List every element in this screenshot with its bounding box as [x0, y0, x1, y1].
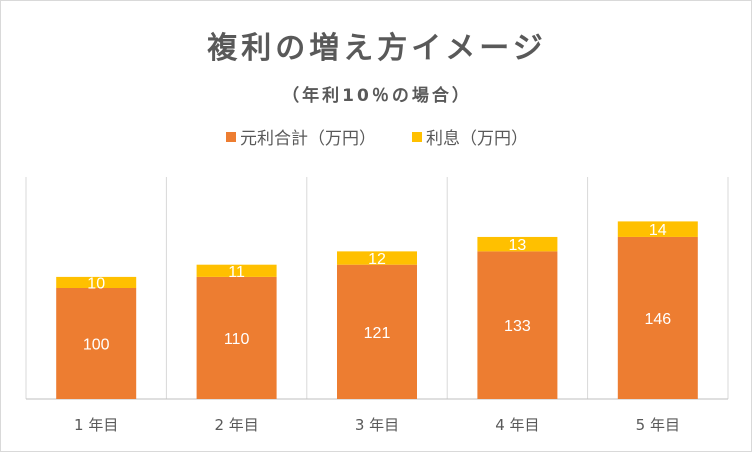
bar-principal — [477, 251, 558, 399]
data-label: 10 — [87, 275, 105, 292]
bar-interest — [56, 276, 137, 288]
legend-label: 利息（万円） — [426, 129, 528, 149]
x-tick-label: 3 年目 — [355, 416, 399, 434]
bar-interest — [477, 236, 558, 252]
data-label: 13 — [509, 237, 527, 254]
legend-item-principal: 元利合計（万円） — [226, 124, 376, 149]
chart-title: 複利の増え方イメージ — [207, 31, 547, 66]
data-label: 12 — [368, 251, 386, 268]
legend-item-interest: 利息（万円） — [412, 124, 528, 149]
x-tick-label: 4 年目 — [495, 416, 539, 434]
bar-principal — [617, 236, 698, 399]
bar-interest — [337, 251, 417, 265]
bar-principal — [337, 264, 417, 399]
legend-swatch — [226, 131, 236, 142]
data-label: 110 — [224, 331, 250, 348]
legend: 元利合計（万円） 利息（万円） — [1, 124, 752, 149]
data-label: 133 — [504, 318, 531, 335]
bar-principal — [196, 276, 277, 399]
x-tick-label: 5 年目 — [636, 416, 680, 434]
data-label: 146 — [644, 311, 671, 328]
data-label: 14 — [649, 222, 667, 239]
legend-swatch — [412, 131, 422, 142]
bar-interest — [196, 264, 277, 277]
data-label: 121 — [364, 325, 391, 342]
chart-subtitle: （年利10％の場合） — [282, 86, 472, 106]
bar-interest — [617, 221, 698, 237]
x-tick-label: 2 年目 — [214, 416, 258, 434]
bar-principal — [56, 288, 137, 399]
x-tick-label: 1 年目 — [74, 416, 118, 434]
data-label: 100 — [83, 337, 110, 354]
data-label: 11 — [228, 264, 245, 281]
legend-label: 元利合計（万円） — [240, 129, 376, 149]
